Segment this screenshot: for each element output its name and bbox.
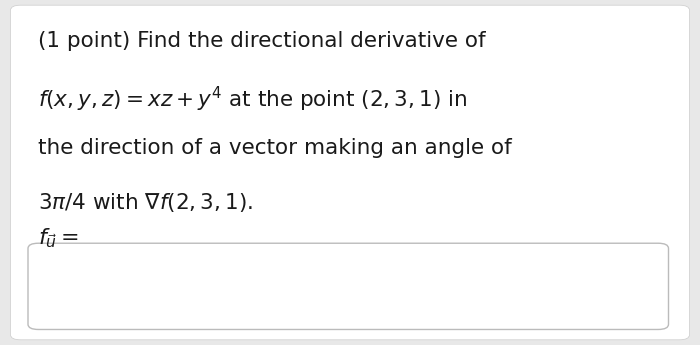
Text: $f_{\vec{u}} =$: $f_{\vec{u}} =$ xyxy=(38,226,79,249)
Text: $f(x, y, z) = xz + y^4$ at the point $(2, 3, 1)$ in: $f(x, y, z) = xz + y^4$ at the point $(2… xyxy=(38,85,468,114)
FancyBboxPatch shape xyxy=(28,243,668,329)
Text: (1 point) Find the directional derivative of: (1 point) Find the directional derivativ… xyxy=(38,31,486,51)
Text: the direction of a vector making an angle of: the direction of a vector making an angl… xyxy=(38,138,512,158)
Text: $3\pi/4$ with $\nabla f(2, 3, 1)$.: $3\pi/4$ with $\nabla f(2, 3, 1)$. xyxy=(38,191,253,215)
FancyBboxPatch shape xyxy=(10,5,690,340)
